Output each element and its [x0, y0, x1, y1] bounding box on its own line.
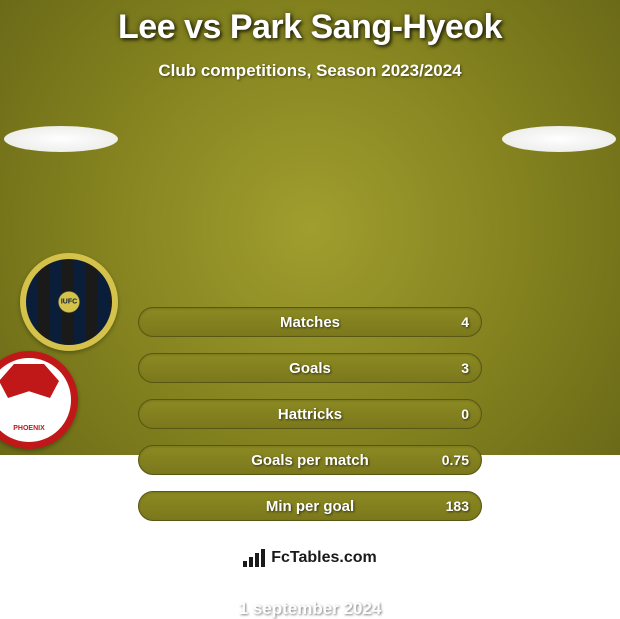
player-platform-left	[4, 126, 118, 152]
iufc-badge	[20, 253, 118, 351]
fctables-link[interactable]: FcTables.com	[202, 537, 418, 579]
stat-row-matches: Matches 4	[138, 307, 482, 337]
stat-right-value: 0.75	[442, 452, 469, 468]
stat-label: Min per goal	[266, 498, 354, 515]
stat-right-value: 4	[461, 314, 469, 330]
stats-list: Matches 4 Goals 3 Hattricks 0 Goals per …	[138, 307, 482, 521]
stat-label: Matches	[280, 314, 340, 331]
phoenix-badge	[0, 351, 78, 449]
page-title: Lee vs Park Sang-Hyeok	[0, 8, 620, 47]
comparison-panel: Lee vs Park Sang-Hyeok Club competitions…	[0, 0, 620, 455]
bar-chart-icon	[243, 549, 265, 567]
stat-row-min-per-goal: Min per goal 183	[138, 491, 482, 521]
stat-row-hattricks: Hattricks 0	[138, 399, 482, 429]
branding-text: FcTables.com	[271, 549, 377, 567]
stat-right-value: 0	[461, 406, 469, 422]
stat-right-value: 3	[461, 360, 469, 376]
stat-row-goals-per-match: Goals per match 0.75	[138, 445, 482, 475]
stat-label: Hattricks	[278, 406, 342, 423]
footer-date: 1 september 2024	[0, 599, 620, 619]
stat-label: Goals	[289, 360, 331, 377]
stat-right-value: 183	[446, 498, 469, 514]
season-subtitle: Club competitions, Season 2023/2024	[0, 61, 620, 81]
stat-row-goals: Goals 3	[138, 353, 482, 383]
stat-label: Goals per match	[251, 452, 369, 469]
player-platform-right	[502, 126, 616, 152]
